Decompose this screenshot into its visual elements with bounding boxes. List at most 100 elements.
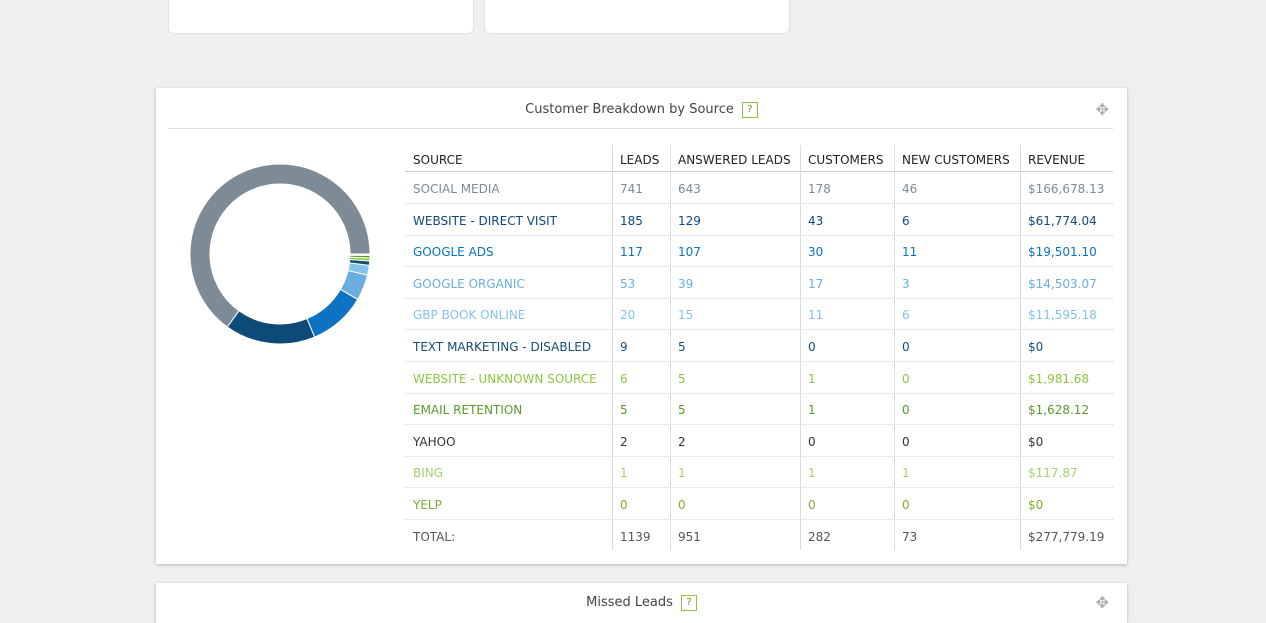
panel: Missed Leads? ✥: [156, 583, 1127, 623]
table-cell: 5: [678, 403, 686, 417]
table-cell: 1: [808, 372, 816, 386]
panel: Customer Breakdown by Source? ✥ SOURCE LE…: [156, 88, 1127, 564]
table-cell: 39: [678, 277, 693, 291]
table-cell: 30: [808, 245, 823, 259]
column-header: LEADS: [620, 153, 659, 167]
donut-chart: [180, 154, 380, 354]
table-cell: 1: [678, 466, 686, 480]
table-cell: 1: [808, 466, 816, 480]
row-rule: [405, 393, 1113, 394]
table-cell: $1,628.12: [1028, 403, 1089, 417]
table-cell: 129: [678, 214, 701, 228]
row-rule: [405, 235, 1113, 236]
table-cell: 741: [620, 182, 643, 196]
table-cell: 2: [620, 435, 628, 449]
source-name: GOOGLE ADS: [413, 245, 494, 259]
table-cell: $19,501.10: [1028, 245, 1097, 259]
help-button[interactable]: ?: [742, 102, 758, 118]
total-cell: TOTAL:: [413, 530, 455, 544]
table-cell: 15: [678, 308, 693, 322]
row-rule: [405, 298, 1113, 299]
header-rule: [405, 171, 1113, 172]
total-cell: $277,779.19: [1028, 530, 1104, 544]
panel-header: Customer Breakdown by Source?: [156, 102, 1127, 118]
source-name: BING: [413, 466, 443, 480]
source-name: YAHOO: [413, 435, 456, 449]
source-name: WEBSITE - DIRECT VISIT: [413, 214, 557, 228]
source-name: SOCIAL MEDIA: [413, 182, 500, 196]
source-name: GOOGLE ORGANIC: [413, 277, 525, 291]
table-cell: $61,774.04: [1028, 214, 1097, 228]
table-cell: 0: [808, 498, 816, 512]
table-cell: 5: [678, 340, 686, 354]
column-header: CUSTOMERS: [808, 153, 883, 167]
column-rule: [800, 145, 801, 550]
column-header: REVENUE: [1028, 153, 1085, 167]
table-cell: 9: [620, 340, 628, 354]
row-rule: [405, 266, 1113, 267]
table-cell: 53: [620, 277, 635, 291]
table-cell: 0: [902, 403, 910, 417]
donut-segment: [307, 289, 358, 337]
table-cell: 3: [902, 277, 910, 291]
table-cell: $166,678.13: [1028, 182, 1104, 196]
divider: [168, 128, 1113, 129]
row-rule: [405, 456, 1113, 457]
total-cell: 951: [678, 530, 701, 544]
row-rule: [405, 487, 1113, 488]
table-cell: $14,503.07: [1028, 277, 1097, 291]
table-cell: $11,595.18: [1028, 308, 1097, 322]
help-button[interactable]: ?: [681, 595, 697, 611]
top-card: [484, 0, 790, 34]
table-cell: 6: [620, 372, 628, 386]
table-cell: 185: [620, 214, 643, 228]
total-cell: 282: [808, 530, 831, 544]
table-cell: 5: [678, 372, 686, 386]
table-cell: 0: [808, 435, 816, 449]
table-cell: 11: [808, 308, 823, 322]
column-rule: [670, 145, 671, 550]
source-name: WEBSITE - UNKNOWN SOURCE: [413, 372, 597, 386]
table-cell: 0: [902, 372, 910, 386]
table-cell: 6: [902, 214, 910, 228]
table-cell: 643: [678, 182, 701, 196]
table-cell: 0: [808, 340, 816, 354]
column-rule: [1020, 145, 1021, 550]
column-rule: [612, 145, 613, 550]
row-rule: [405, 329, 1113, 330]
source-name: GBP BOOK ONLINE: [413, 308, 525, 322]
column-header: NEW CUSTOMERS: [902, 153, 1010, 167]
row-rule: [405, 203, 1113, 204]
table-cell: 6: [902, 308, 910, 322]
table-cell: $117.87: [1028, 466, 1078, 480]
table-cell: 1: [808, 403, 816, 417]
table-cell: 0: [902, 435, 910, 449]
panel-header: Missed Leads?: [156, 595, 1127, 611]
row-rule: [405, 361, 1113, 362]
total-cell: 1139: [620, 530, 651, 544]
column-header: SOURCE: [413, 153, 463, 167]
table-cell: $0: [1028, 435, 1043, 449]
column-rule: [894, 145, 895, 550]
table-cell: 107: [678, 245, 701, 259]
row-rule: [405, 424, 1113, 425]
table-cell: 43: [808, 214, 823, 228]
table-cell: 2: [678, 435, 686, 449]
source-name: TEXT MARKETING - DISABLED: [413, 340, 591, 354]
table-cell: 17: [808, 277, 823, 291]
page: {"panel": {"title": "Customer Breakdown …: [0, 0, 1266, 603]
table-cell: 20: [620, 308, 635, 322]
table-cell: $1,981.68: [1028, 372, 1089, 386]
total-cell: 73: [902, 530, 917, 544]
table-cell: $0: [1028, 340, 1043, 354]
table-cell: 117: [620, 245, 643, 259]
table-cell: 0: [902, 340, 910, 354]
table-cell: 1: [902, 466, 910, 480]
move-handle[interactable]: ✥: [1096, 100, 1109, 119]
column-header: ANSWERED LEADS: [678, 153, 791, 167]
table-cell: 1: [620, 466, 628, 480]
top-card: [168, 0, 474, 34]
source-name: EMAIL RETENTION: [413, 403, 522, 417]
table-cell: 178: [808, 182, 831, 196]
donut-segment: [227, 311, 314, 344]
